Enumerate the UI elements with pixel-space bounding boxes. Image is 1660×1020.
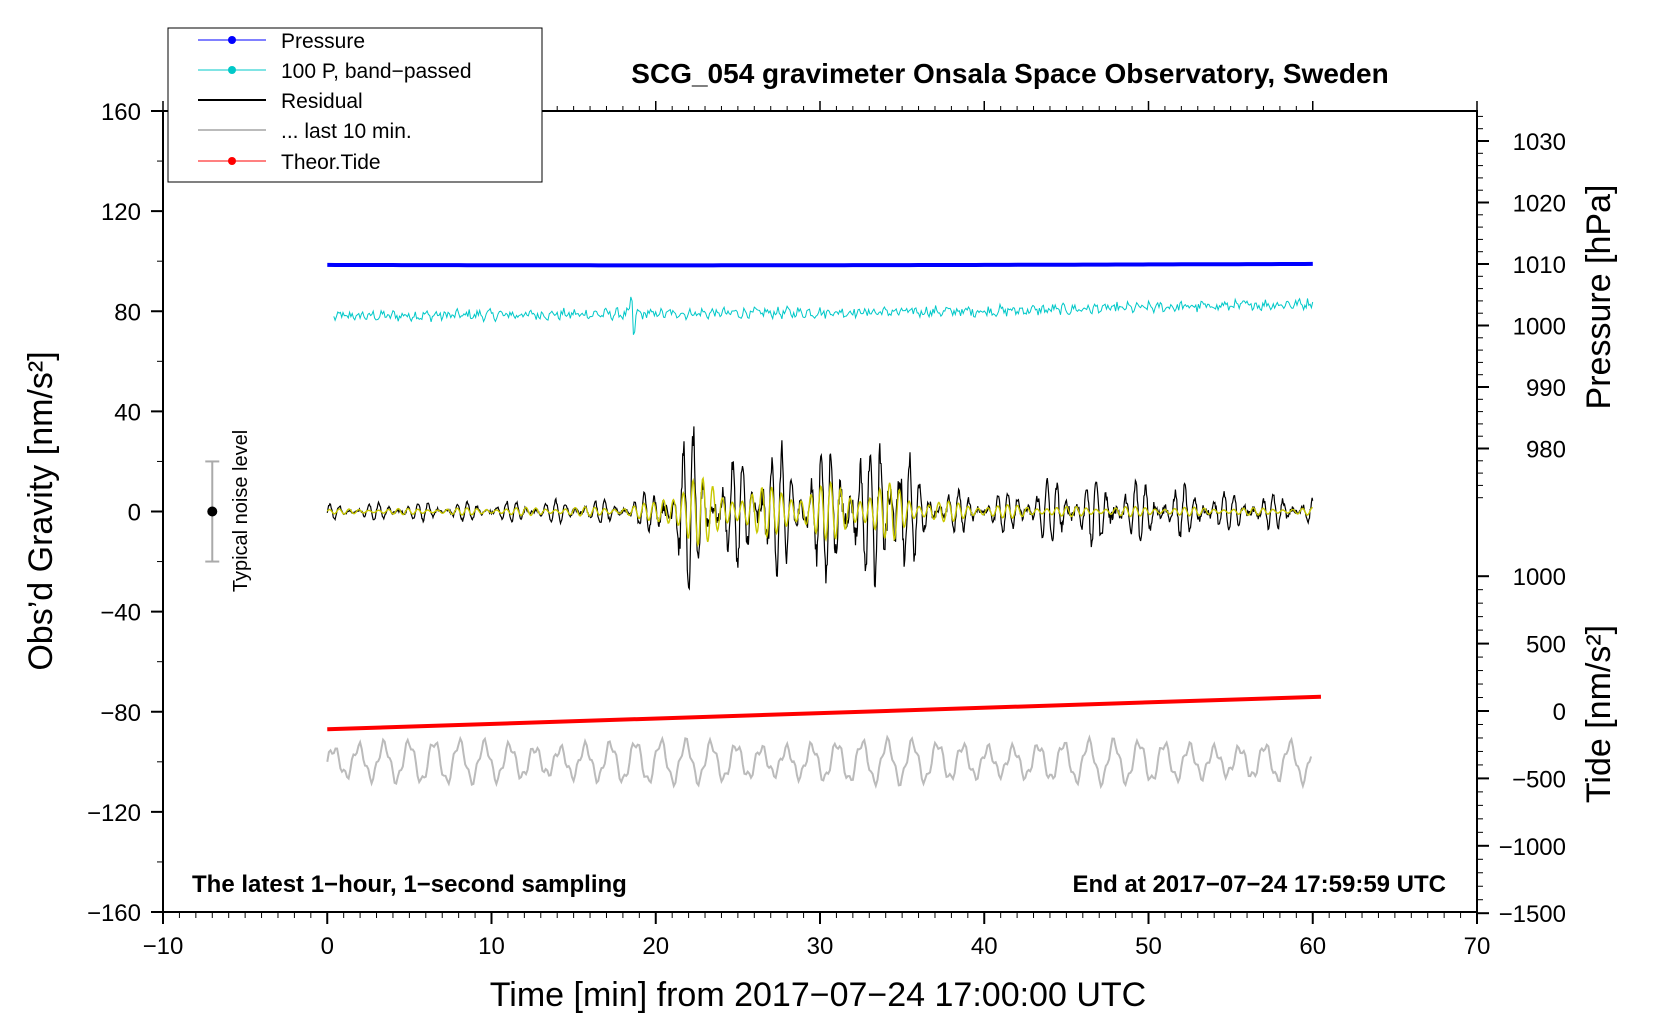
filtered-residual-line	[326, 476, 1313, 548]
tide-tick-label: −500	[1512, 766, 1566, 793]
legend-swatch-marker	[228, 36, 236, 44]
y-tick-label: −40	[100, 600, 141, 627]
y-tick-label: 160	[101, 99, 141, 126]
legend-box	[167, 27, 543, 183]
legend-label: 100 P, band−passed	[281, 60, 472, 83]
x-tick-label: 70	[1464, 933, 1491, 960]
series-group	[326, 261, 1322, 790]
pressure-tick-label: 1010	[1513, 252, 1566, 279]
legend-swatch-marker	[228, 66, 236, 74]
legend: Pressure 100 P, band−passed Residual ...…	[167, 27, 543, 183]
x-tick-label: 10	[478, 933, 505, 960]
pressure-tick-label: 1020	[1513, 191, 1566, 218]
legend-entry-bandpassed: 100 P, band−passed	[198, 60, 472, 83]
legend-entry-pressure: Pressure	[198, 30, 365, 53]
last-10-min-line	[326, 734, 1313, 790]
pressure-tick-label: 990	[1526, 375, 1566, 402]
axis-ticks: −10 0 10 20 30 40 50 60 7016012080400−40−80−120−…	[87, 99, 1566, 960]
tide-tick-label: 500	[1526, 632, 1566, 659]
x-tick-label: 30	[807, 933, 834, 960]
y-tick-label: 0	[128, 500, 141, 527]
pressure-tick-label: 1000	[1513, 314, 1566, 341]
x-tick-label: 20	[642, 933, 669, 960]
pressure-tick-label: 1030	[1513, 129, 1566, 156]
noise-bar-center-dot	[207, 506, 218, 517]
tide-tick-label: −1000	[1499, 834, 1566, 861]
bandpassed-pressure-line	[333, 296, 1314, 335]
y-axis-title: Obs’d Gravity [nm/s²]	[22, 351, 60, 670]
tide-tick-label: −1500	[1499, 901, 1566, 928]
end-time-note: End at 2017−07−24 17:59:59 UTC	[1072, 871, 1446, 898]
y-tick-label: 80	[114, 299, 141, 326]
legend-label: ... last 10 min.	[281, 120, 412, 143]
chart-title: SCG_054 gravimeter Onsala Space Observat…	[631, 58, 1388, 89]
y-tick-label: 40	[114, 399, 141, 426]
pressure-axis-title: Pressure [hPa]	[1580, 185, 1618, 410]
theoretical-tide-line	[327, 694, 1322, 732]
legend-swatch-marker	[228, 157, 236, 165]
tide-tick-label: 1000	[1513, 564, 1566, 591]
pressure-line	[327, 261, 1313, 268]
legend-entry-residual: Residual	[198, 90, 363, 113]
legend-label: Pressure	[281, 30, 365, 53]
x-tick-label: 60	[1299, 933, 1326, 960]
x-tick-label: 0	[321, 933, 334, 960]
x-tick-label: −10	[143, 933, 184, 960]
legend-entry-tide: Theor.Tide	[198, 151, 381, 174]
y-tick-label: −120	[87, 800, 141, 827]
y-tick-label: −80	[100, 700, 141, 727]
legend-label: Theor.Tide	[281, 151, 381, 174]
y-tick-label: −160	[87, 900, 141, 927]
pressure-tick-label: 980	[1526, 437, 1566, 464]
residual-line	[326, 426, 1314, 591]
y-tick-label: 120	[101, 199, 141, 226]
sampling-note: The latest 1−hour, 1−second sampling	[192, 871, 627, 898]
x-axis-title: Time [min] from 2017−07−24 17:00:00 UTC	[490, 976, 1146, 1014]
tide-axis-title: Tide [nm/s²]	[1580, 625, 1618, 803]
noise-level-indicator: Typical noise level	[205, 430, 252, 592]
legend-entry-last10: ... last 10 min.	[198, 120, 412, 143]
noise-level-label: Typical noise level	[230, 430, 252, 592]
x-tick-label: 40	[971, 933, 998, 960]
tide-tick-label: 0	[1553, 699, 1566, 726]
x-tick-label: 50	[1135, 933, 1162, 960]
legend-label: Residual	[281, 90, 363, 113]
